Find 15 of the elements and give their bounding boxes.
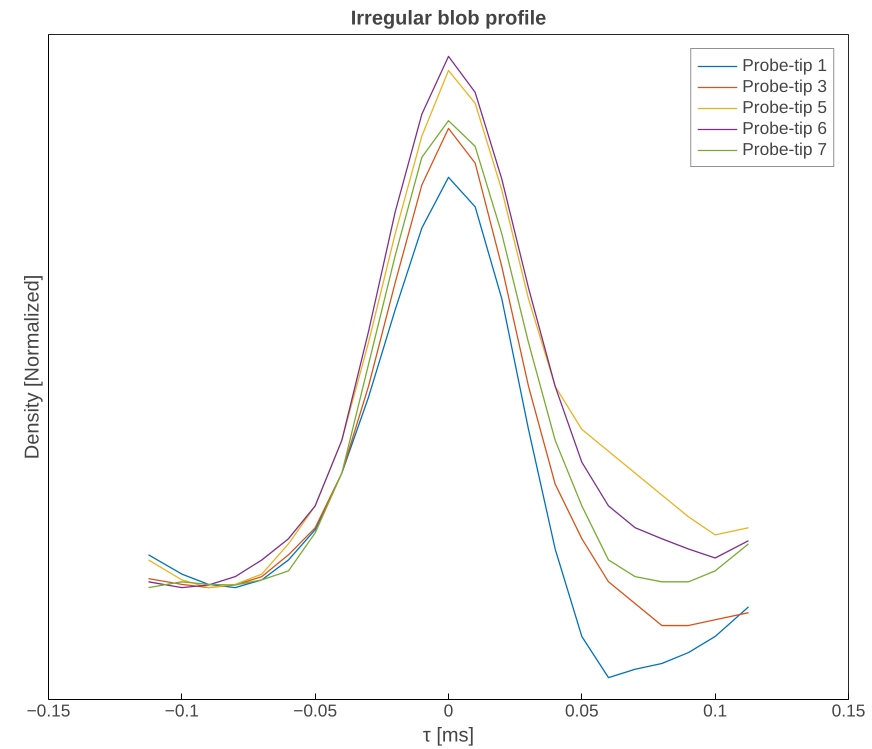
x-tick-label: −0.15	[26, 700, 70, 720]
x-tick-label: −0.1	[164, 700, 199, 720]
x-tick-label: 0	[444, 700, 454, 720]
chart-title: Irregular blob profile	[350, 8, 546, 30]
legend-label: Probe-tip 1	[742, 55, 827, 76]
legend-label: Probe-tip 6	[742, 118, 827, 139]
y-axis-title: Density [Normalized]	[22, 274, 44, 460]
x-tick-label: 0.15	[832, 700, 866, 720]
legend-label: Probe-tip 5	[742, 97, 827, 118]
x-axis-title: τ [ms]	[422, 724, 474, 746]
legend-label: Probe-tip 3	[742, 76, 827, 97]
x-tick-label: 0.1	[703, 700, 728, 720]
x-tick-label: −0.05	[293, 700, 338, 720]
x-tick-label: 0.05	[564, 700, 599, 720]
legend-label: Probe-tip 7	[742, 139, 827, 160]
